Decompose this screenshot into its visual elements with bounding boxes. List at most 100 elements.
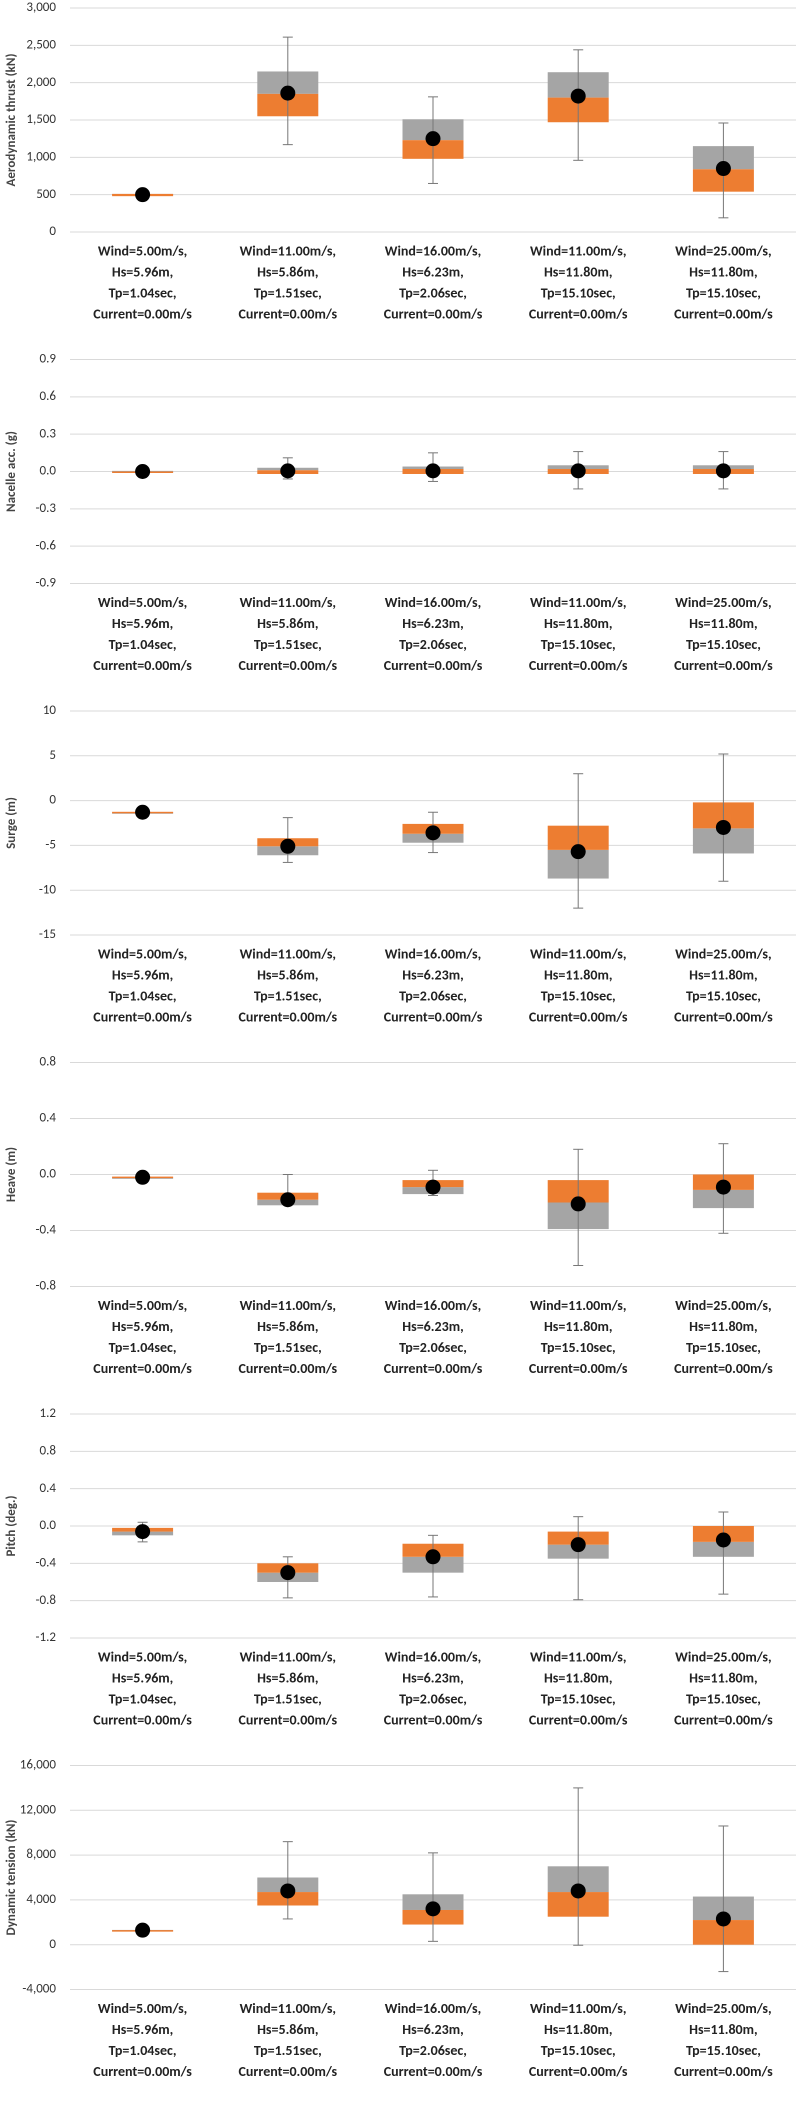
- mean-dot: [135, 1922, 151, 1938]
- y-axis-label: Nacelle acc. (g): [4, 431, 19, 512]
- x-tick-label: Wind=25.00m/s,: [675, 594, 771, 611]
- x-tick-label: Wind=25.00m/s,: [675, 1648, 771, 1665]
- mean-dot: [425, 825, 441, 841]
- x-tick-label: Current=0.00m/s: [384, 1008, 483, 1025]
- y-tick-label: -15: [39, 927, 56, 942]
- x-tick-label: Current=0.00m/s: [238, 2063, 337, 2080]
- x-tick-label: Wind=5.00m/s,: [98, 242, 187, 259]
- mean-dot: [135, 464, 151, 479]
- x-tick-label: Tp=2.06sec,: [399, 636, 467, 653]
- x-tick-label: Current=0.00m/s: [674, 1711, 773, 1728]
- x-tick-label: Current=0.00m/s: [93, 1008, 192, 1025]
- x-tick-label: Current=0.00m/s: [93, 2063, 192, 2080]
- x-tick-label: Current=0.00m/s: [238, 1360, 337, 1377]
- x-tick-label: Hs=6.23m,: [402, 2021, 463, 2038]
- mean-dot: [715, 1911, 731, 1927]
- x-tick-label: Current=0.00m/s: [529, 1711, 628, 1728]
- mean-dot: [135, 187, 151, 203]
- y-tick-label: 0: [49, 224, 56, 239]
- y-tick-label: 2,500: [26, 37, 56, 52]
- x-tick-label: Current=0.00m/s: [674, 1360, 773, 1377]
- x-tick-label: Wind=11.00m/s,: [530, 594, 626, 611]
- x-tick-label: Hs=11.80m,: [544, 966, 613, 983]
- x-tick-label: Wind=5.00m/s,: [98, 945, 187, 962]
- mean-dot: [425, 463, 441, 479]
- x-tick-label: Tp=1.51sec,: [254, 987, 322, 1004]
- x-tick-label: Hs=5.86m,: [257, 1669, 318, 1686]
- chart-panel: Heave (m) -0.8 -0.4 0.0 0.4 0.8 Wind=5.00m/s, H…: [4, 1055, 796, 1377]
- x-tick-label: Current=0.00m/s: [93, 1360, 192, 1377]
- y-tick-label: 1.2: [40, 1406, 57, 1421]
- x-tick-label: Wind=16.00m/s,: [385, 1648, 481, 1665]
- x-tick-label: Wind=11.00m/s,: [240, 945, 336, 962]
- x-tick-label: Wind=5.00m/s,: [98, 594, 187, 611]
- y-tick-label: 8,000: [26, 1847, 56, 1862]
- x-tick-label: Tp=15.10sec,: [541, 1690, 616, 1707]
- x-tick-label: Hs=11.80m,: [689, 615, 758, 632]
- y-tick-label: 0.8: [40, 1443, 57, 1458]
- mean-dot: [715, 463, 731, 479]
- y-tick-label: 1,000: [26, 149, 56, 164]
- y-tick-label: 500: [36, 187, 56, 202]
- mean-dot: [280, 1883, 296, 1899]
- x-tick-label: Tp=2.06sec,: [399, 1339, 467, 1356]
- y-tick-label: 12,000: [20, 1802, 57, 1817]
- x-tick-label: Hs=11.80m,: [544, 2021, 613, 2038]
- x-tick-label: Current=0.00m/s: [238, 1008, 337, 1025]
- y-tick-label: 1,500: [26, 112, 56, 127]
- y-tick-label: -0.3: [36, 501, 57, 516]
- x-tick-label: Current=0.00m/s: [384, 657, 483, 674]
- x-tick-label: Tp=2.06sec,: [399, 1690, 467, 1707]
- x-tick-label: Hs=5.96m,: [112, 263, 173, 280]
- x-tick-label: Tp=15.10sec,: [686, 987, 761, 1004]
- x-tick-label: Hs=11.80m,: [689, 966, 758, 983]
- x-tick-label: Tp=15.10sec,: [686, 2042, 761, 2059]
- x-tick-label: Hs=11.80m,: [544, 1318, 613, 1335]
- mean-dot: [570, 1196, 586, 1212]
- y-axis-label: Pitch (deg.): [4, 1495, 19, 1556]
- x-tick-label: Current=0.00m/s: [93, 657, 192, 674]
- x-tick-label: Tp=2.06sec,: [399, 987, 467, 1004]
- chart-panel: Surge (m) -15 -10 -5 0 5 10 Wind=5.00m/s, Hs=5.9…: [4, 703, 796, 1025]
- x-tick-label: Wind=25.00m/s,: [675, 945, 771, 962]
- x-tick-label: Tp=1.04sec,: [109, 2042, 177, 2059]
- x-tick-label: Tp=15.10sec,: [686, 284, 761, 301]
- x-tick-label: Hs=6.23m,: [402, 615, 463, 632]
- x-tick-label: Current=0.00m/s: [384, 2063, 483, 2080]
- x-tick-label: Tp=15.10sec,: [686, 1690, 761, 1707]
- mean-dot: [570, 1537, 586, 1553]
- x-tick-label: Hs=11.80m,: [544, 263, 613, 280]
- x-tick-label: Wind=16.00m/s,: [385, 594, 481, 611]
- x-tick-label: Wind=11.00m/s,: [240, 1297, 336, 1314]
- x-tick-label: Wind=11.00m/s,: [240, 2000, 336, 2017]
- y-axis-label: Surge (m): [4, 797, 19, 849]
- x-tick-label: Hs=5.96m,: [112, 1669, 173, 1686]
- x-tick-label: Wind=11.00m/s,: [530, 2000, 626, 2017]
- x-tick-label: Current=0.00m/s: [529, 2063, 628, 2080]
- x-tick-label: Wind=11.00m/s,: [530, 945, 626, 962]
- y-tick-label: 0.4: [40, 1111, 57, 1126]
- x-tick-label: Wind=16.00m/s,: [385, 242, 481, 259]
- x-tick-label: Hs=11.80m,: [544, 1669, 613, 1686]
- x-tick-label: Tp=15.10sec,: [686, 1339, 761, 1356]
- x-tick-label: Tp=1.51sec,: [254, 1339, 322, 1356]
- x-tick-label: Hs=6.23m,: [402, 966, 463, 983]
- y-tick-label: -5: [45, 838, 56, 853]
- chart-panel: Pitch (deg.) -1.2 -0.8 -0.4 0.0 0.4 0.8 1.2 Wind…: [4, 1406, 796, 1728]
- mean-dot: [135, 804, 151, 820]
- x-tick-label: Wind=25.00m/s,: [675, 2000, 771, 2017]
- x-tick-label: Current=0.00m/s: [529, 1008, 628, 1025]
- y-tick-label: -10: [39, 882, 57, 897]
- x-tick-label: Tp=2.06sec,: [399, 2042, 467, 2059]
- mean-dot: [280, 1192, 296, 1208]
- x-tick-label: Current=0.00m/s: [674, 657, 773, 674]
- x-tick-label: Tp=15.10sec,: [541, 2042, 616, 2059]
- x-tick-label: Current=0.00m/s: [529, 305, 628, 322]
- y-tick-label: 10: [43, 703, 57, 718]
- y-tick-label: 0.0: [40, 1167, 57, 1182]
- mean-dot: [425, 131, 441, 147]
- mean-dot: [280, 85, 296, 101]
- x-tick-label: Wind=25.00m/s,: [675, 1297, 771, 1314]
- x-tick-label: Tp=1.51sec,: [254, 1690, 322, 1707]
